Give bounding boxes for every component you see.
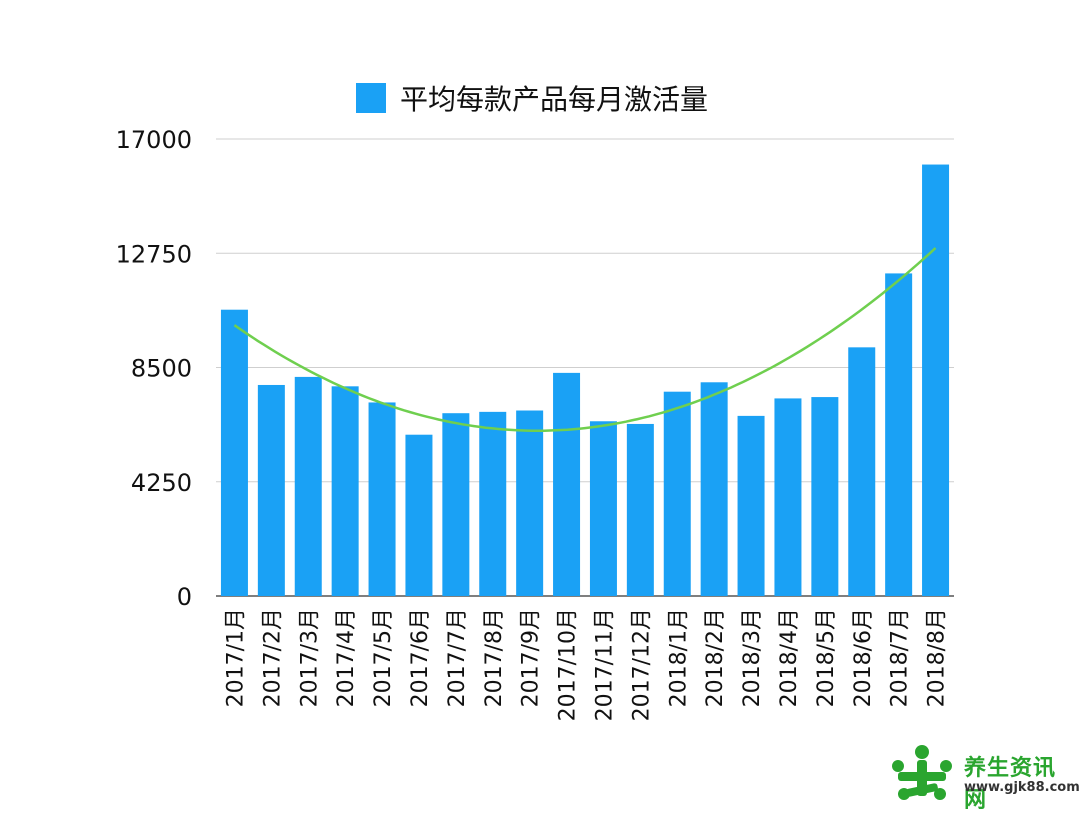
- bar: [737, 415, 765, 596]
- watermark-text: 养生资讯网: [964, 756, 1057, 813]
- y-tick-label: 0: [177, 583, 192, 611]
- x-tick-label: 2017/7月: [445, 608, 470, 707]
- bar: [922, 164, 950, 596]
- x-tick-label: 2018/4月: [777, 608, 802, 707]
- x-tick-label: 2017/8月: [482, 608, 507, 707]
- bar: [294, 376, 322, 596]
- x-tick-label: 2018/5月: [814, 608, 839, 707]
- x-tick-label: 2017/4月: [334, 608, 359, 707]
- x-tick-label: 2018/1月: [666, 608, 691, 707]
- x-tick-label: 2017/9月: [519, 608, 544, 707]
- trendline: [233, 247, 937, 432]
- x-tick-label: 2018/7月: [888, 608, 913, 707]
- x-tick-label: 2018/6月: [851, 608, 876, 707]
- bar: [479, 411, 507, 596]
- bar: [589, 421, 617, 596]
- x-tick-label: 2018/3月: [740, 608, 765, 707]
- legend: 平均每款产品每月激活量: [356, 78, 708, 118]
- legend-label: 平均每款产品每月激活量: [400, 83, 709, 116]
- bar: [257, 384, 285, 596]
- y-tick-label: 8500: [131, 355, 192, 383]
- bar: [516, 410, 544, 596]
- x-tick-label: 2018/8月: [925, 608, 950, 707]
- bar: [626, 423, 654, 596]
- bar: [663, 391, 691, 596]
- bar: [405, 434, 433, 596]
- bar: [885, 273, 913, 596]
- x-tick-label: 2017/1月: [223, 608, 248, 707]
- x-tick-label: 2018/2月: [703, 608, 728, 707]
- bar: [774, 398, 802, 596]
- watermark-logo: 养生资讯网 www.gjk88.com: [884, 742, 1080, 813]
- watermark-url: www.gjk88.com: [964, 780, 1080, 795]
- x-tick-label: 2017/12月: [629, 608, 654, 721]
- y-tick-label: 17000: [116, 126, 192, 154]
- x-tick-label: 2017/3月: [297, 608, 322, 707]
- x-tick-label: 2017/6月: [408, 608, 433, 707]
- x-tick-label: 2017/2月: [260, 608, 285, 707]
- bar: [368, 402, 396, 596]
- bar: [220, 309, 248, 596]
- bar: [848, 347, 876, 596]
- legend-swatch: [356, 83, 386, 113]
- y-tick-label: 12750: [116, 240, 192, 268]
- bar: [553, 372, 581, 596]
- bar: [811, 397, 839, 596]
- x-tick-label: 2017/10月: [556, 608, 581, 721]
- x-tick-label: 2017/11月: [592, 608, 617, 721]
- bar: [331, 386, 359, 596]
- bar: [442, 413, 470, 596]
- x-tick-label: 2017/5月: [371, 608, 396, 707]
- bar: [700, 382, 728, 596]
- watermark-emblem-icon: [892, 745, 952, 800]
- y-tick-label: 4250: [131, 469, 192, 497]
